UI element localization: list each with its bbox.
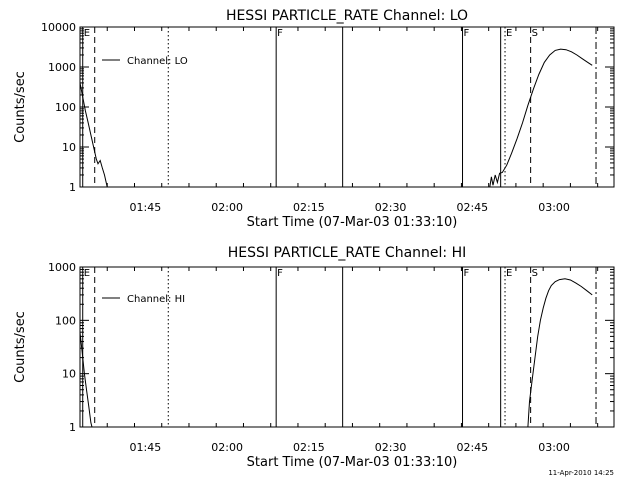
event-marker-label: F <box>464 268 470 279</box>
x-tick-label: 02:45 <box>456 441 488 454</box>
x-tick-label: 02:00 <box>211 201 243 214</box>
event-marker-label: S <box>532 268 538 279</box>
legend-label: Channel: HI <box>127 294 185 305</box>
y-axis-label: Counts/sec <box>13 71 28 143</box>
series-line <box>79 82 108 188</box>
x-tick-label: 02:00 <box>211 441 243 454</box>
series-line <box>79 332 93 428</box>
y-tick-label: 1000 <box>48 61 76 74</box>
panel-lo: HESSI PARTICLE_RATE Channel: LO 1 10 100 100… <box>13 8 615 230</box>
y-tick-label: 100 <box>55 101 76 114</box>
x-axis-label: Start Time (07-Mar-03 01:33:10) <box>247 455 458 470</box>
timestamp-label: 11-Apr-2010 14:25 <box>548 469 614 477</box>
event-marker-label: F <box>464 28 470 39</box>
y-tick-label: 10 <box>62 141 76 154</box>
plot-frame <box>79 26 615 188</box>
event-marker-label: F <box>277 268 283 279</box>
event-marker-label: S <box>532 28 538 39</box>
y-tick-label: 1000 <box>48 261 76 274</box>
x-tick-label: 02:30 <box>375 201 407 214</box>
event-marker-label: E <box>84 268 90 279</box>
x-tick-label: 03:00 <box>538 201 570 214</box>
x-tick-label: 01:45 <box>130 201 162 214</box>
event-marker-label: E <box>84 28 90 39</box>
y-tick-label: 10 <box>62 368 76 381</box>
y-tick-label: 1 <box>69 181 76 194</box>
y-axis-label: Counts/sec <box>13 311 28 383</box>
y-tick-label: 100 <box>55 314 76 327</box>
x-tick-label: 03:00 <box>538 441 570 454</box>
chart-title: HESSI PARTICLE_RATE Channel: HI <box>228 245 466 261</box>
panel-hi: HESSI PARTICLE_RATE Channel: HI 1 10 100 100… <box>13 245 615 470</box>
x-tick-label: 02:45 <box>456 201 488 214</box>
legend-label: Channel: LO <box>127 56 188 67</box>
x-tick-label: 02:15 <box>293 201 325 214</box>
x-tick-label: 02:30 <box>375 441 407 454</box>
y-tick-label: 1 <box>69 421 76 434</box>
x-tick-label: 01:45 <box>130 441 162 454</box>
event-marker-label: E <box>506 28 512 39</box>
series-line <box>527 278 593 428</box>
y-tick-label: 10000 <box>41 21 76 34</box>
chart-title: HESSI PARTICLE_RATE Channel: LO <box>226 8 468 24</box>
x-axis-label: Start Time (07-Mar-03 01:33:10) <box>247 215 458 230</box>
event-marker-label: F <box>277 28 283 39</box>
series-line <box>489 48 593 188</box>
event-marker-label: E <box>506 268 512 279</box>
plot-frame <box>79 266 615 428</box>
x-tick-label: 02:15 <box>293 441 325 454</box>
